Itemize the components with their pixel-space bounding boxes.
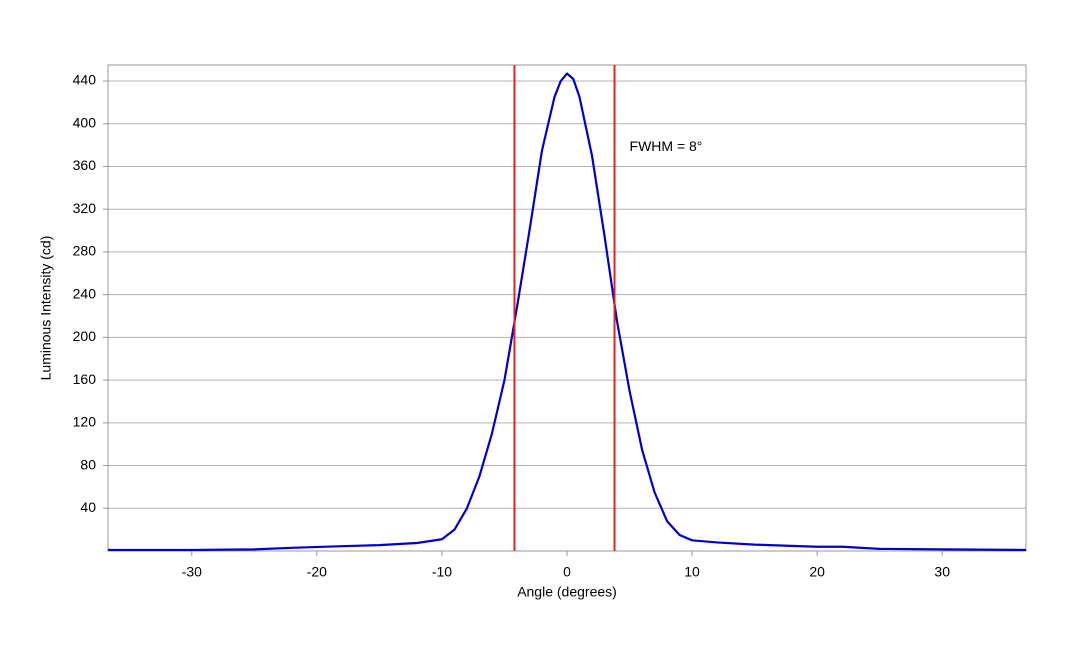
y-tick-label: 40: [80, 499, 96, 515]
y-axis-label: Luminous Intensity (cd): [38, 236, 54, 381]
y-tick-label: 240: [73, 285, 97, 301]
y-tick-label: 120: [73, 414, 97, 430]
y-tick-label: 280: [73, 243, 97, 259]
x-tick-label: -10: [432, 564, 452, 580]
x-axis-label: Angle (degrees): [517, 584, 617, 600]
x-tick-label: 10: [684, 564, 700, 580]
y-tick-label: 200: [73, 328, 97, 344]
x-tick-label: 30: [934, 564, 950, 580]
y-tick-label: 320: [73, 200, 97, 216]
line-series: [108, 72, 1027, 552]
x-tick-label: -20: [307, 564, 327, 580]
annotation: FWHM = 8°: [630, 138, 703, 154]
y-tick-label: 440: [73, 72, 97, 88]
x-tick-label: 0: [563, 564, 571, 580]
x-tick-label: -30: [182, 564, 202, 580]
y-tick-label: 80: [80, 456, 96, 472]
y-tick-label: 400: [73, 114, 97, 130]
marks: [108, 65, 1027, 552]
x-tick-label: 20: [809, 564, 825, 580]
plot-frame: [107, 64, 1027, 552]
y-tick-label: 160: [73, 371, 97, 387]
y-tick-label: 360: [73, 157, 97, 173]
grid: [103, 80, 1026, 556]
